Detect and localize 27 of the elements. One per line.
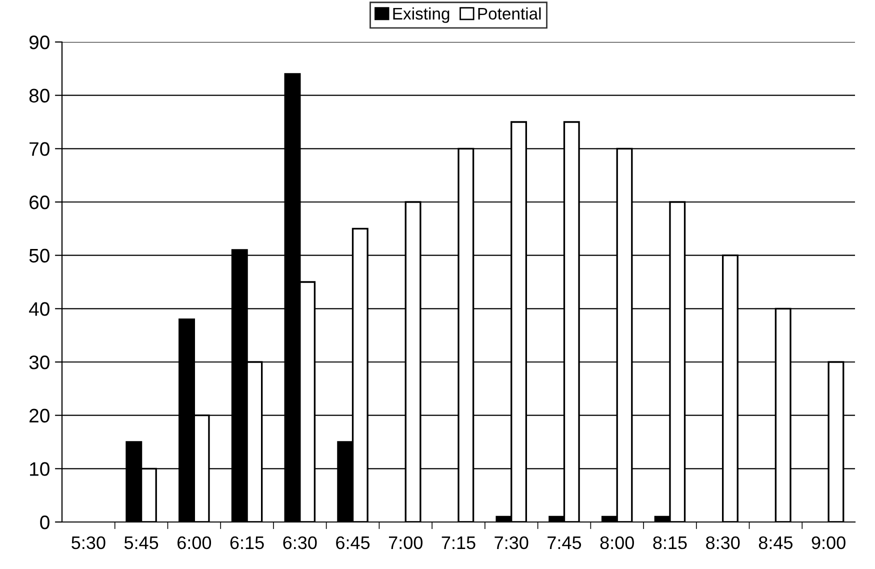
x-tick-label: 8:00 — [600, 536, 634, 550]
x-tick-label: 7:00 — [388, 536, 422, 550]
y-tick-label: 80 — [29, 88, 50, 103]
y-tick-label: 10 — [30, 462, 50, 476]
x-tick-label: 9:00 — [812, 536, 846, 550]
x-tick-label: 5:30 — [72, 536, 106, 550]
x-tick-label: 8:15 — [653, 536, 687, 550]
x-tick-label: 6:00 — [178, 536, 212, 550]
x-tick-label: 6:15 — [230, 536, 264, 550]
x-tick-label: 8:45 — [758, 536, 793, 550]
y-tick-label: 0 — [40, 515, 50, 530]
y-tick-label: 50 — [29, 248, 50, 263]
x-tick-label: 8:30 — [706, 536, 740, 550]
legend-label: Potential — [478, 7, 541, 20]
y-tick-label: 70 — [30, 142, 50, 156]
y-tick-label: 60 — [30, 195, 50, 210]
y-tick-label: 20 — [30, 408, 50, 423]
x-tick-label: 5:45 — [124, 536, 158, 550]
x-tick-label: 7:15 — [442, 536, 476, 550]
x-tick-label: 6:30 — [283, 536, 317, 550]
legend-label: Existing — [393, 7, 450, 23]
y-tick-label: 40 — [29, 302, 50, 316]
x-tick-label: 7:45 — [548, 536, 582, 550]
y-tick-label: 90 — [29, 35, 50, 50]
y-tick-label: 30 — [29, 355, 50, 370]
x-tick-label: 6:45 — [336, 536, 370, 550]
x-tick-label: 7:30 — [494, 536, 528, 550]
